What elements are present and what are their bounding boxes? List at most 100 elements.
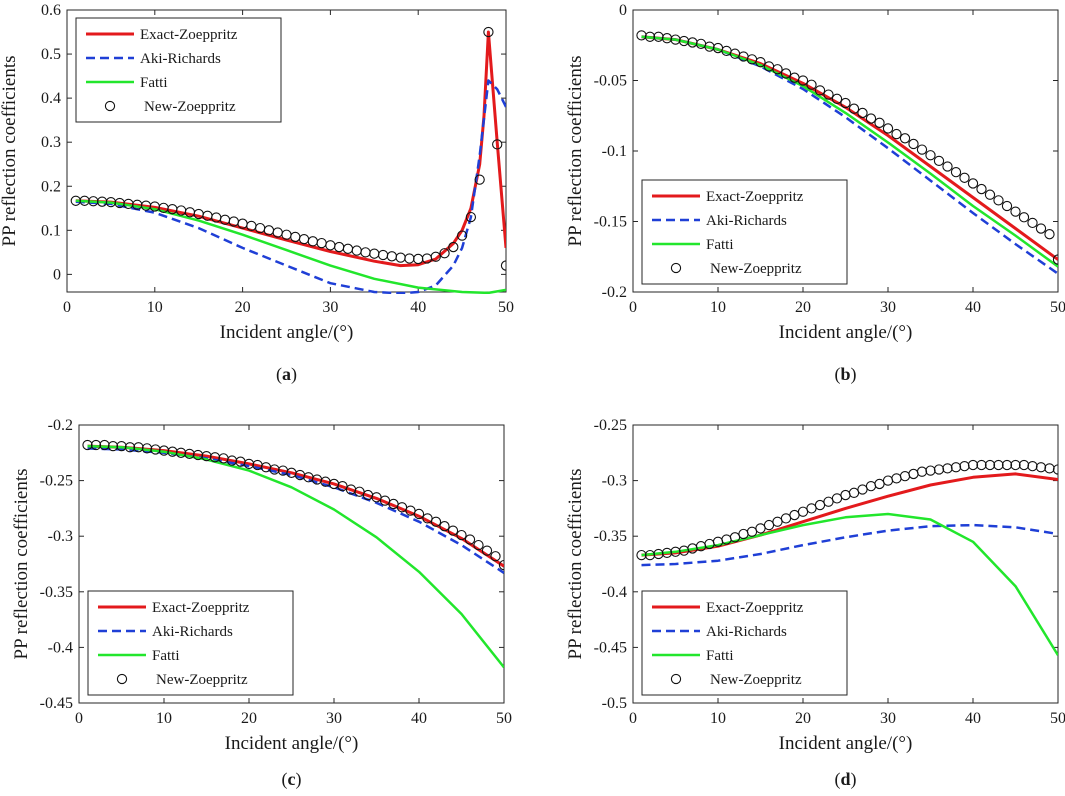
data-point-marker	[201, 450, 212, 462]
y-tick-label: 0	[53, 266, 61, 283]
y-axis-label: PP reflection coefficients	[0, 56, 20, 247]
data-point-marker	[925, 465, 936, 476]
x-tick-label: 40	[411, 710, 427, 727]
data-point-marker	[891, 128, 902, 140]
data-point-marker	[661, 547, 673, 559]
legend: Exact-Zoeppritz Aki-Richards Fatti New-Zoep…	[87, 590, 294, 696]
legend: Exact-Zoeppritz Aki-Richards Fatti New-Zoep…	[641, 179, 848, 285]
data-point-marker	[1001, 459, 1013, 471]
data-point-marker	[950, 462, 962, 473]
data-point-marker	[797, 75, 809, 86]
x-tick-label: 50	[1050, 710, 1065, 727]
data-point-marker	[984, 459, 996, 471]
series-new-zoeppritz-markers	[70, 26, 506, 271]
data-point-marker	[636, 549, 647, 561]
x-axis-label: Incident angle/(°)	[225, 733, 359, 754]
y-tick-label: 0.3	[41, 134, 61, 151]
data-point-marker	[209, 452, 221, 463]
x-tick-label: 0	[63, 299, 71, 316]
data-point-marker	[874, 117, 885, 128]
data-point-marker	[1001, 200, 1013, 212]
data-point-marker	[192, 449, 204, 461]
data-point-marker	[490, 551, 501, 562]
data-point-marker	[483, 26, 494, 38]
y-tick-label: -0.05	[594, 73, 627, 90]
x-tick-label: 0	[75, 710, 83, 727]
legend-entry-label: Aki-Richards	[706, 624, 787, 640]
series-group	[70, 26, 506, 294]
panel-caption: (a)	[276, 364, 297, 385]
y-axis-label: PP reflection coefficients	[11, 469, 32, 660]
data-point-marker	[439, 521, 450, 532]
data-point-marker	[976, 459, 987, 471]
data-point-marker	[243, 458, 255, 470]
data-point-marker	[465, 211, 477, 223]
y-tick-label: -0.3	[602, 473, 627, 490]
data-point-marker	[1010, 206, 1021, 217]
legend-marker-symbol	[670, 262, 682, 274]
data-point-marker	[1018, 212, 1030, 223]
data-point-marker	[141, 443, 153, 454]
y-tick-label: 0.2	[41, 178, 61, 195]
legend-entry-label: Exact-Zoeppritz	[706, 189, 804, 205]
legend-entry-label: Aki-Richards	[706, 213, 787, 229]
legend-entry-label: New-Zoeppritz	[144, 99, 236, 115]
data-point-marker	[806, 79, 817, 90]
caption-close-paren: )	[851, 364, 857, 385]
data-point-marker	[848, 103, 860, 114]
y-tick-label: -0.4	[48, 639, 73, 656]
x-tick-label: 20	[241, 710, 257, 727]
data-point-marker	[882, 123, 894, 134]
data-point-marker	[755, 57, 766, 68]
x-tick-label: 40	[965, 299, 981, 316]
data-point-marker	[993, 195, 1004, 206]
data-point-marker	[90, 439, 102, 451]
data-point-marker	[670, 546, 681, 557]
y-tick-label: -0.25	[40, 473, 73, 490]
data-point-marker	[959, 460, 970, 472]
series-line-fatti	[641, 35, 1058, 268]
x-tick-label: 50	[496, 710, 512, 727]
caption-open-paren: (	[834, 769, 840, 790]
legend-entry-label: Exact-Zoeppritz	[706, 600, 804, 616]
data-point-marker	[99, 439, 110, 451]
y-tick-label: -0.2	[48, 417, 73, 434]
data-point-marker	[959, 172, 970, 183]
caption-letter: c	[288, 769, 296, 789]
y-tick-label: -0.35	[40, 584, 73, 601]
caption-letter: d	[840, 769, 850, 789]
data-point-marker	[644, 549, 656, 561]
x-tick-label: 20	[235, 299, 251, 316]
data-point-marker	[857, 107, 868, 119]
data-point-marker	[942, 463, 953, 474]
x-tick-label: 0	[629, 710, 637, 727]
x-tick-label: 50	[498, 299, 514, 316]
data-point-marker	[158, 445, 170, 456]
x-tick-label: 10	[147, 299, 163, 316]
y-tick-label: -0.45	[40, 695, 73, 712]
y-tick-label: 0.5	[41, 46, 61, 63]
y-tick-label: -0.5	[602, 695, 627, 712]
data-point-marker	[976, 183, 987, 195]
caption-close-paren: )	[296, 769, 302, 790]
x-tick-label: 20	[795, 299, 811, 316]
data-point-marker	[456, 230, 468, 241]
data-point-marker	[1035, 462, 1047, 473]
legend: Exact-Zoeppritz Aki-Richards Fatti New-Zoep…	[75, 17, 282, 123]
legend-entry-label: Exact-Zoeppritz	[140, 27, 238, 43]
series-group	[82, 439, 504, 669]
series-line-exact-zoeppritz	[75, 30, 506, 268]
data-point-marker	[993, 459, 1004, 471]
data-point-marker	[413, 508, 425, 520]
x-tick-label: 20	[795, 710, 811, 727]
data-point-marker	[984, 189, 996, 200]
y-tick-label: -0.25	[594, 417, 627, 434]
chart-panel-b: 0 10 20 30 40 50 -0.2 -0.15 -0.1 -0.05 0 Incident a…	[565, 2, 1065, 385]
data-point-marker	[916, 144, 928, 155]
caption-close-paren: )	[851, 769, 857, 790]
caption-letter: b	[840, 364, 850, 384]
data-point-marker	[456, 529, 467, 541]
y-tick-label: -0.15	[594, 214, 627, 231]
data-point-marker	[1044, 463, 1055, 474]
x-axis-label: Incident angle/(°)	[779, 733, 913, 754]
